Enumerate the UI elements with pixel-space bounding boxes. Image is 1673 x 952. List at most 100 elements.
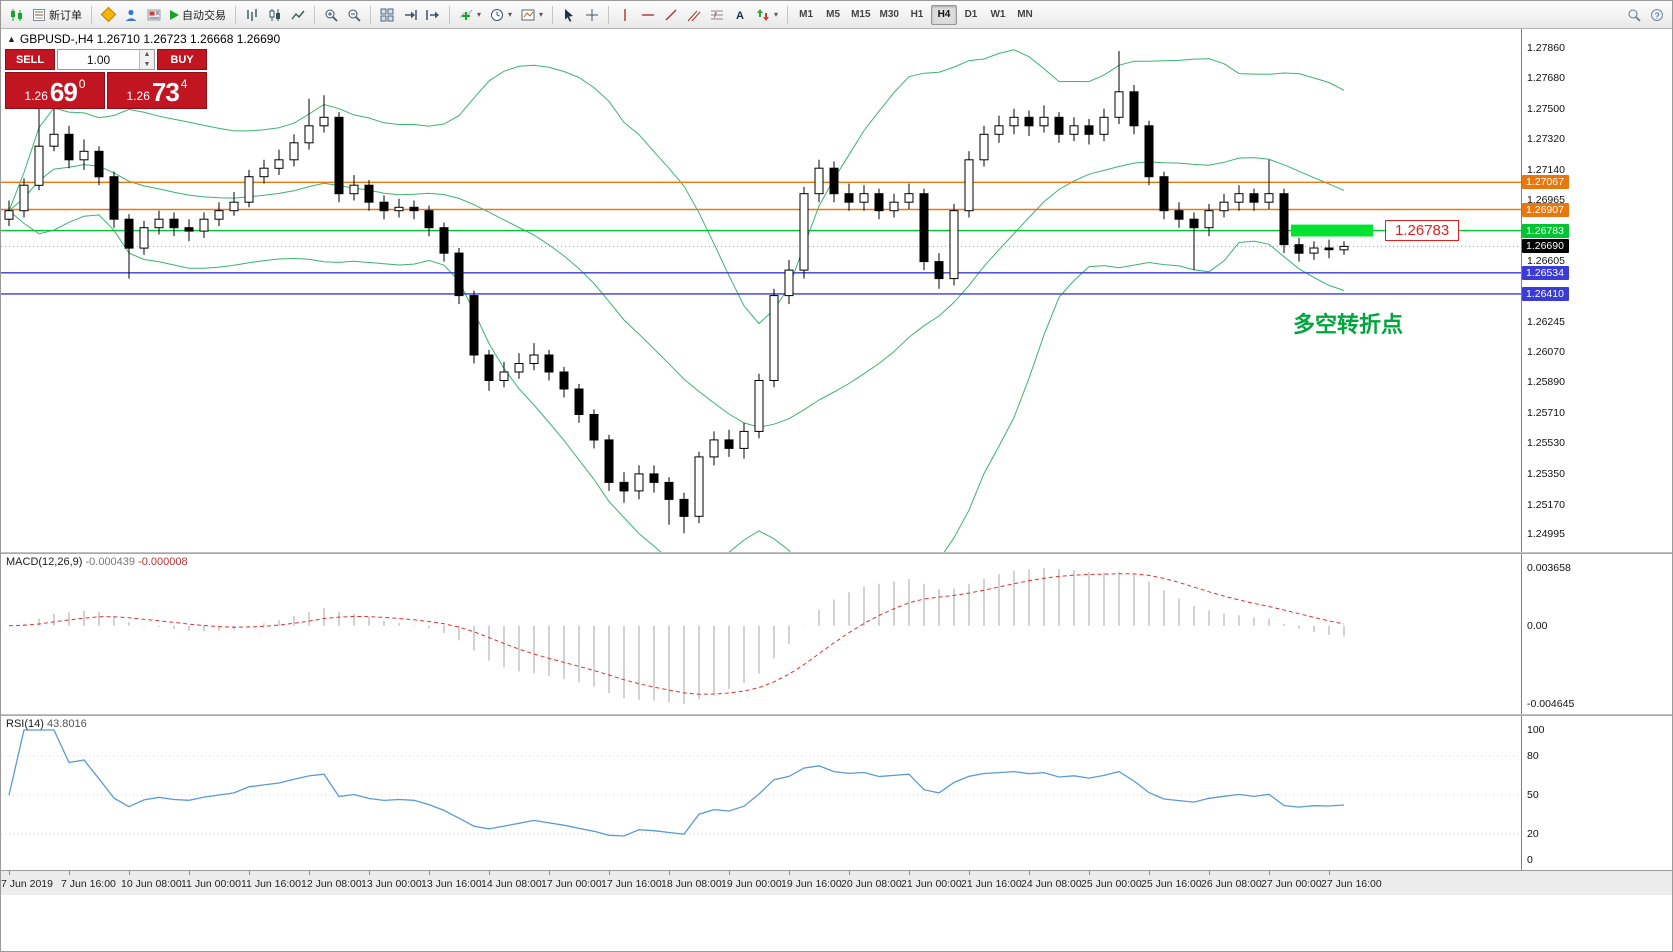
timeframe-m30[interactable]: M30 (876, 5, 903, 25)
buy-price-pips: 73 (151, 77, 180, 107)
macd-label: MACD(12,26,9) -0.000439 -0.000008 (6, 556, 188, 568)
rsi-axis[interactable]: 100 80 50 20 0 (1521, 716, 1672, 870)
arrow-objects-button[interactable]: ▾ (752, 4, 782, 26)
auto-scroll-button[interactable] (399, 4, 421, 26)
timeframe-m15[interactable]: M15 (847, 5, 874, 25)
timeframe-d1[interactable]: D1 (958, 5, 984, 25)
panel-separator[interactable] (1, 552, 1672, 554)
timeframe-w1[interactable]: W1 (985, 5, 1011, 25)
volume-up-icon[interactable]: ▲ (140, 50, 154, 60)
help-button[interactable]: ? (1646, 4, 1668, 26)
templates-button[interactable]: ▾ (517, 4, 547, 26)
tile-windows-button[interactable] (376, 4, 398, 26)
bar-chart-button[interactable] (241, 4, 263, 26)
news-icon (147, 9, 161, 20)
toolbar-separator (552, 5, 554, 24)
time-label: 14 Jun 08:00 (481, 878, 542, 890)
chevron-down-icon: ▾ (508, 10, 513, 19)
vertical-line-button[interactable] (614, 4, 636, 26)
news-button[interactable] (143, 4, 165, 26)
panel-separator[interactable] (1, 714, 1672, 716)
volume-stepper: ▲ ▼ (57, 49, 155, 70)
timeframe-m5[interactable]: M5 (820, 5, 846, 25)
volume-input[interactable] (58, 50, 139, 69)
metaeditor-button[interactable] (97, 4, 119, 26)
indicators-icon (459, 9, 473, 20)
time-tick (1209, 871, 1210, 875)
line-chart-button[interactable] (287, 4, 309, 26)
vertical-line-icon (624, 8, 626, 21)
time-tick (309, 871, 310, 875)
time-tick (1089, 871, 1090, 875)
macd-axis-label: 0.00 (1527, 619, 1548, 632)
symbol-info: ▲ GBPUSD-,H4 1.26710 1.26723 1.26668 1.2… (7, 32, 280, 46)
sell-small-button[interactable]: SELL (5, 49, 55, 70)
rsi-axis-label: 20 (1527, 828, 1539, 840)
sell-price-button[interactable]: 1.26 69 0 (5, 72, 105, 109)
time-label: 10 Jun 08:00 (121, 878, 182, 890)
time-label: 21 Jun 00:00 (901, 878, 962, 890)
time-axis[interactable]: 7 Jun 2019 7 Jun 16:00 10 Jun 08:00 11 Jun … (1, 870, 1672, 895)
horizontal-line-icon (642, 13, 655, 16)
time-tick (1149, 871, 1150, 875)
toolbar-separator (608, 5, 610, 24)
indicators-button[interactable]: ▾ (455, 4, 485, 26)
main-chart-canvas[interactable] (1, 29, 1524, 552)
green-candles-icon (11, 8, 22, 21)
price-callout-label[interactable]: 1.26783 (1385, 219, 1460, 241)
equidistant-channel-button[interactable] (683, 4, 705, 26)
search-button[interactable] (1623, 4, 1645, 26)
turning-point-annotation[interactable]: 多空转折点 (1293, 312, 1404, 337)
periods-button[interactable]: ▾ (486, 4, 516, 26)
time-tick (729, 871, 730, 875)
main-chart-panel: ▲ GBPUSD-,H4 1.26710 1.26723 1.26668 1.2… (1, 29, 1672, 552)
rsi-axis-label: 80 (1527, 750, 1539, 762)
zoom-out-button[interactable] (343, 4, 365, 26)
candlestick-chart-button[interactable] (264, 4, 286, 26)
price-tick: 1.27860 (1527, 41, 1565, 54)
timeframe-mn[interactable]: MN (1012, 5, 1038, 25)
rsi-panel: RSI(14) 43.8016 100 80 50 20 0 (1, 716, 1672, 870)
time-label: 27 Jun 16:00 (1321, 878, 1382, 890)
chart-window-icon[interactable] (5, 4, 28, 26)
macd-axis[interactable]: 0.003658 0.00 -0.004645 (1521, 554, 1672, 714)
candles-group (1, 49, 1524, 552)
macd-canvas[interactable] (1, 554, 1524, 714)
new-order-icon (33, 8, 45, 21)
fibonacci-button[interactable]: f (706, 4, 728, 26)
buy-small-button[interactable]: BUY (157, 49, 207, 70)
timeframe-h1[interactable]: H1 (904, 5, 930, 25)
autotrading-button[interactable]: 自动交易 (166, 4, 230, 26)
horizontal-line-button[interactable] (637, 4, 659, 26)
time-tick (669, 871, 670, 875)
help-icon: ? (1651, 8, 1663, 21)
price-tag-1.26690: 1.26690 (1522, 239, 1569, 254)
macd-signal-value: -0.000008 (138, 556, 188, 568)
buy-price-button[interactable]: 1.26 73 4 (107, 72, 207, 109)
rsi-value: 43.8016 (46, 718, 87, 730)
rsi-line (8, 729, 1345, 837)
time-tick (789, 871, 790, 875)
price-tag-1.26534: 1.26534 (1522, 265, 1569, 280)
rsi-label: RSI(14) 43.8016 (6, 718, 87, 730)
new-order-button[interactable]: 新订单 (29, 4, 86, 26)
price-axis[interactable]: 1.27860 1.27680 1.27500 1.27320 1.27140 1.269… (1521, 29, 1672, 552)
time-label: 11 Jun 16:00 (241, 878, 301, 890)
cursor-button[interactable] (558, 4, 580, 26)
profile-button[interactable] (120, 4, 142, 26)
toolbar-separator (314, 5, 315, 24)
time-label: 19 Jun 16:00 (781, 878, 842, 890)
timeframe-m1[interactable]: M1 (793, 5, 819, 25)
rsi-canvas[interactable] (1, 716, 1524, 870)
volume-down-icon[interactable]: ▼ (140, 59, 154, 69)
timeframe-h4[interactable]: H4 (930, 4, 957, 25)
text-label-button[interactable]: A (729, 4, 751, 26)
crosshair-button[interactable] (581, 4, 603, 26)
time-tick (849, 871, 850, 875)
trendline-button[interactable] (660, 4, 682, 26)
zoom-in-button[interactable] (320, 4, 342, 26)
timeframe-group: M1 M5 M15 M30 H1 H4 D1 W1 MN (793, 4, 1038, 25)
chart-shift-button[interactable] (422, 4, 444, 26)
time-tick (189, 871, 190, 875)
one-click-collapse-icon[interactable]: ▲ (7, 34, 16, 44)
